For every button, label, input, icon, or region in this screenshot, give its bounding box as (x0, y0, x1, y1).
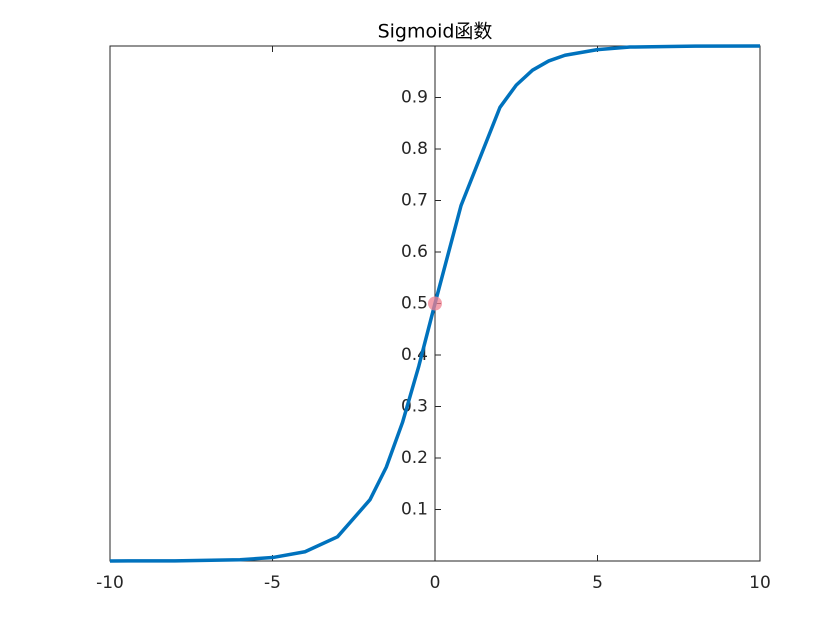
y-tick-label: 0.8 (401, 139, 428, 159)
x-tick-label: -5 (264, 573, 281, 593)
y-tick-label: 0.7 (401, 191, 428, 211)
chart-title: Sigmoid函数 (378, 21, 493, 43)
marker (428, 296, 442, 311)
y-tick-label: 0.9 (401, 88, 428, 108)
x-tick-label: -10 (96, 573, 124, 593)
y-tick-label: 0.1 (401, 500, 428, 520)
y-tick-label: 0.5 (401, 294, 428, 314)
x-tick-label: 0 (430, 573, 441, 593)
y-tick-label: 0.6 (401, 242, 428, 262)
y-tick-label: 0.2 (401, 448, 428, 468)
x-tick-label: 5 (592, 573, 603, 593)
x-tick-label: 10 (749, 573, 771, 593)
